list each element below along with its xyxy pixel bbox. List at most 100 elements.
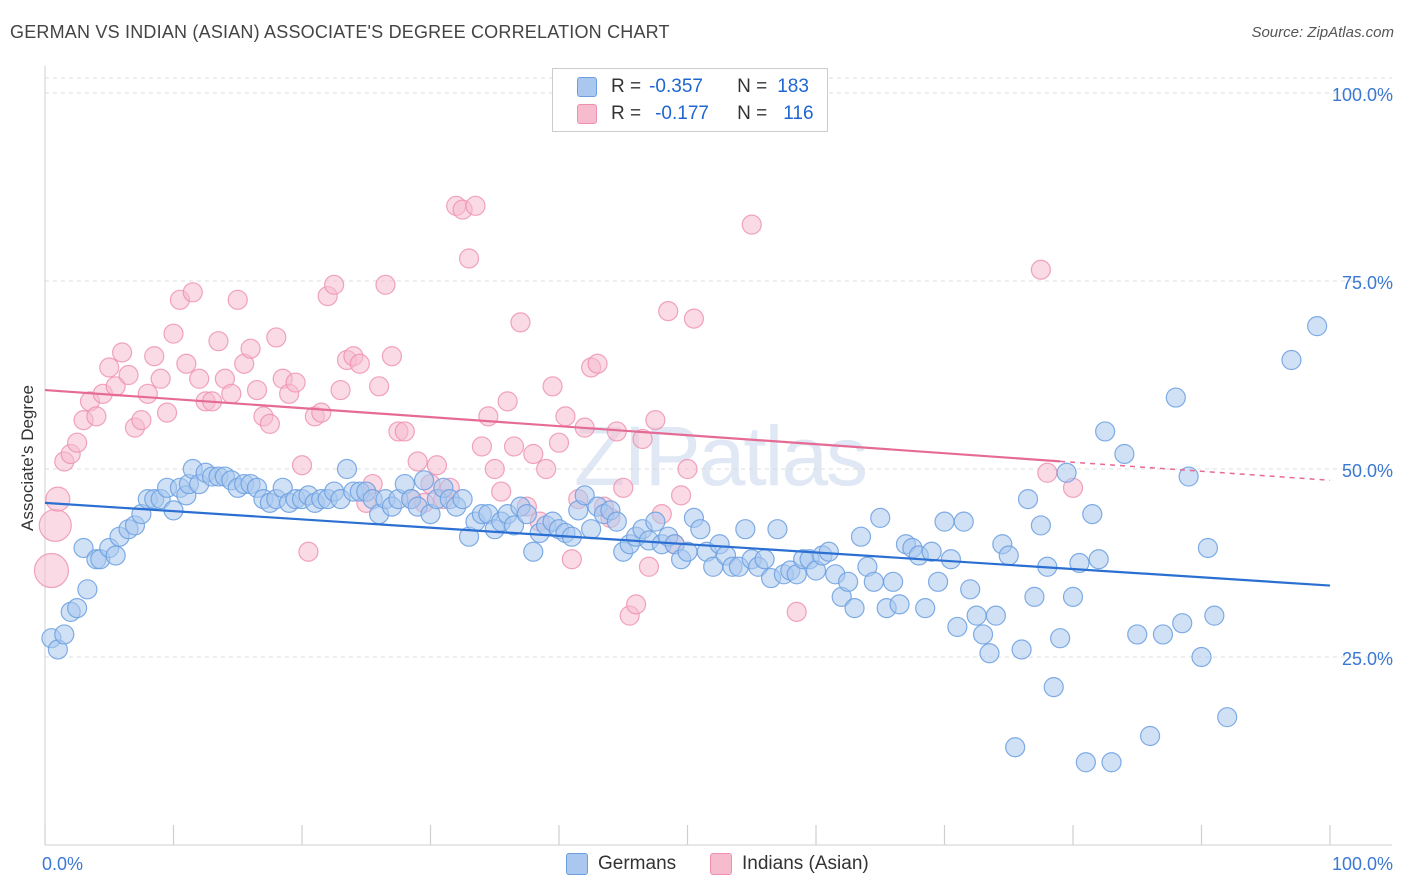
data-point-indians	[111, 342, 133, 363]
data-point-germans	[645, 511, 666, 532]
data-point-germans	[882, 571, 904, 592]
data-point-germans	[767, 519, 788, 540]
data-point-germans	[998, 545, 1019, 566]
legend-label-germans: Germans	[598, 853, 677, 874]
y-tick-label: 50.0%	[1342, 461, 1393, 481]
data-point-germans	[606, 511, 627, 532]
data-point-indians	[613, 477, 634, 498]
data-point-indians	[156, 402, 178, 423]
data-point-indians	[471, 436, 492, 457]
legend-label-indians: Indians (Asian)	[742, 853, 869, 874]
data-point-indians	[478, 406, 499, 427]
legend-row-germans: R = -0.357 N = 183	[577, 74, 809, 100]
data-point-germans	[1101, 752, 1122, 773]
data-point-indians	[645, 410, 666, 431]
data-point-indians	[1030, 259, 1051, 280]
legend-n-label: N =	[737, 103, 768, 124]
legend-r-value: -0.357	[649, 76, 703, 97]
y-tick-label: 100.0%	[1332, 85, 1393, 105]
data-point-indians	[683, 308, 705, 329]
data-point-indians	[369, 376, 390, 397]
x-tick-label: 0.0%	[42, 854, 83, 874]
data-point-germans	[1281, 349, 1302, 371]
data-point-indians	[638, 556, 660, 577]
data-point-germans	[953, 511, 974, 532]
y-tick-label: 75.0%	[1342, 273, 1393, 293]
data-point-germans	[1050, 628, 1071, 649]
data-point-germans	[850, 526, 872, 547]
data-point-indians	[176, 353, 197, 374]
data-point-indians	[394, 421, 415, 442]
data-point-indians	[221, 383, 242, 404]
data-point-indians	[208, 331, 229, 352]
data-point-germans	[1152, 624, 1174, 645]
data-point-indians	[349, 353, 370, 374]
data-point-indians	[330, 379, 351, 401]
legend-swatch-blue	[566, 853, 588, 875]
source-label: Source: ZipAtlas.com	[1251, 24, 1394, 41]
data-point-indians	[632, 428, 653, 450]
data-point-germans	[336, 458, 358, 480]
data-point-germans	[1030, 515, 1051, 536]
data-point-indians	[381, 346, 403, 367]
data-point-indians	[246, 379, 268, 401]
data-point-indians	[484, 458, 505, 480]
data-point-indians	[542, 376, 563, 397]
data-point-indians	[625, 594, 647, 615]
data-point-germans	[516, 504, 537, 525]
data-point-germans	[960, 579, 981, 600]
data-point-germans	[927, 571, 949, 592]
data-point-germans	[863, 571, 884, 592]
data-point-germans	[1011, 639, 1032, 660]
y-tick-label: 25.0%	[1342, 649, 1393, 669]
trend-lines	[44, 388, 1331, 587]
data-point-germans	[934, 511, 955, 532]
legend-r-label: R =	[611, 76, 642, 97]
axis-labels: 25.0% 50.0% 75.0% 100.0% 0.0% 100.0% Associate…	[18, 85, 1393, 874]
data-point-germans	[1075, 752, 1096, 773]
legend-n-label: N =	[737, 76, 768, 97]
data-point-indians	[510, 312, 531, 333]
data-point-indians	[150, 368, 171, 389]
data-point-germans	[105, 545, 126, 566]
data-point-indians	[163, 323, 184, 344]
data-point-indians	[658, 301, 679, 322]
data-point-indians	[497, 391, 518, 412]
data-point-indians	[189, 368, 210, 389]
data-point-indians	[131, 410, 152, 431]
data-point-germans	[972, 624, 994, 645]
data-point-germans	[838, 571, 859, 592]
data-point-germans	[1127, 624, 1148, 645]
data-point-germans	[754, 549, 775, 570]
data-point-germans	[1178, 466, 1199, 487]
data-point-germans	[1197, 537, 1219, 559]
data-point-indians	[503, 436, 525, 457]
data-point-germans	[1024, 586, 1045, 607]
data-point-indians	[38, 508, 72, 543]
data-point-indians	[407, 451, 428, 472]
data-point-germans	[1139, 725, 1161, 747]
trend-line-indians	[44, 388, 1061, 463]
legend-swatch-pink	[710, 853, 732, 875]
data-point-indians	[285, 372, 306, 393]
data-point-germans	[1082, 504, 1103, 525]
data-point-germans	[889, 594, 910, 615]
data-point-germans	[77, 579, 98, 600]
data-point-germans	[54, 624, 75, 645]
data-point-indians	[1037, 462, 1058, 483]
chart-title: GERMAN VS INDIAN (ASIAN) ASSOCIATE'S DEG…	[10, 22, 670, 42]
data-point-germans	[574, 485, 595, 506]
series-indians-asian	[33, 195, 1084, 626]
data-point-germans	[690, 519, 711, 540]
data-point-indians	[536, 458, 557, 480]
data-point-indians	[786, 601, 807, 622]
data-point-germans	[1165, 387, 1186, 408]
trend-line-germans	[44, 501, 1331, 587]
data-point-germans	[818, 541, 839, 562]
data-point-germans	[1204, 605, 1225, 626]
data-point-indians	[291, 455, 313, 476]
data-point-indians	[523, 443, 544, 465]
y-axis-title: Associate's Degree	[18, 385, 37, 531]
data-point-germans	[523, 541, 544, 562]
